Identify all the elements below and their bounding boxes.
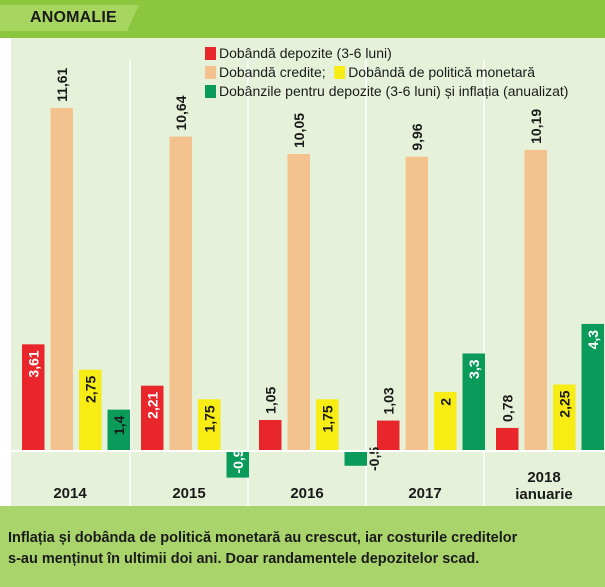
- bar-real-1: [226, 451, 249, 478]
- bar-real-4: [581, 323, 604, 451]
- legend-swatch-credits: [205, 66, 216, 79]
- bar-credits-2: [287, 154, 310, 451]
- bar-deposits-4: [496, 427, 519, 451]
- bar-deposits-2: [259, 419, 282, 451]
- value-label-real-1: -0,9: [230, 449, 246, 473]
- value-label-policy-3: 2: [437, 398, 453, 406]
- bar-policy-4: [553, 384, 576, 451]
- bar-chart: 3,61 2,21 1,05 1,03 0,78 11,61 10,64 10,05 9,96 1…: [11, 45, 605, 506]
- value-label-policy-0: 2,75: [82, 376, 98, 403]
- bar-policy-2: [316, 399, 339, 451]
- value-label-real-4: 4,3: [585, 330, 601, 350]
- bar-deposits-1: [141, 385, 164, 451]
- legend-label-credits: Dobandă credite;: [219, 64, 326, 80]
- value-label-real-3: 3,3: [466, 359, 482, 379]
- category-label-3: 2017: [408, 485, 441, 502]
- bar-policy-0: [79, 369, 102, 451]
- value-label-policy-1: 1,75: [201, 405, 217, 432]
- bar-credits-3: [405, 156, 428, 451]
- value-label-policy-2: 1,75: [319, 405, 335, 432]
- legend-swatch-real: [205, 85, 216, 98]
- legend-swatch-deposits: [205, 47, 216, 60]
- value-label-credits-2: 10,05: [291, 113, 307, 148]
- caption-bar: Inflația și dobânda de politică monetară…: [0, 506, 605, 587]
- bar-credits-4: [524, 149, 547, 451]
- legend-label-policy: Dobândă de politică monetară: [348, 64, 535, 80]
- category-label-4: 2018: [527, 469, 560, 486]
- bar-real-0: [107, 409, 130, 451]
- value-label-deposits-3: 1,03: [380, 387, 396, 414]
- category-label-2: 2016: [290, 485, 323, 502]
- category-label-1: 2015: [172, 485, 205, 502]
- category-label-0: 2014: [53, 485, 87, 502]
- value-label-deposits-2: 1,05: [262, 387, 278, 414]
- header-title: ANOMALIE: [0, 5, 139, 31]
- value-label-deposits-4: 0,78: [499, 394, 515, 421]
- bar-credits-1: [169, 136, 192, 451]
- bar-policy-3: [434, 391, 457, 451]
- value-label-credits-1: 10,64: [173, 95, 189, 130]
- category-label-4: ianuarie: [515, 486, 573, 503]
- value-label-deposits-0: 3,61: [25, 350, 41, 377]
- value-label-credits-0: 11,61: [54, 67, 70, 101]
- bar-deposits-3: [377, 420, 400, 451]
- bar-policy-1: [198, 399, 221, 451]
- legend-label-real: Dobânzile pentru depozite (3-6 luni) și …: [219, 83, 568, 99]
- value-label-credits-3: 9,96: [409, 123, 425, 150]
- caption-text: Inflația și dobânda de politică monetară…: [8, 530, 518, 567]
- header-bar: ANOMALIE: [0, 0, 605, 38]
- bar-real-3: [462, 353, 485, 451]
- legend-label-deposits: Dobândă depozite (3-6 luni): [219, 45, 392, 61]
- value-label-policy-4: 2,25: [556, 390, 572, 417]
- bar-deposits-0: [22, 344, 45, 451]
- value-label-deposits-1: 2,21: [144, 391, 160, 418]
- bar-real-2: [344, 451, 367, 466]
- value-label-real-0: 1,4: [111, 415, 127, 435]
- legend-swatch-policy: [334, 66, 346, 79]
- value-label-real-2: -0,5: [366, 447, 382, 471]
- bar-credits-0: [50, 107, 73, 451]
- value-label-credits-4: 10,19: [528, 109, 544, 144]
